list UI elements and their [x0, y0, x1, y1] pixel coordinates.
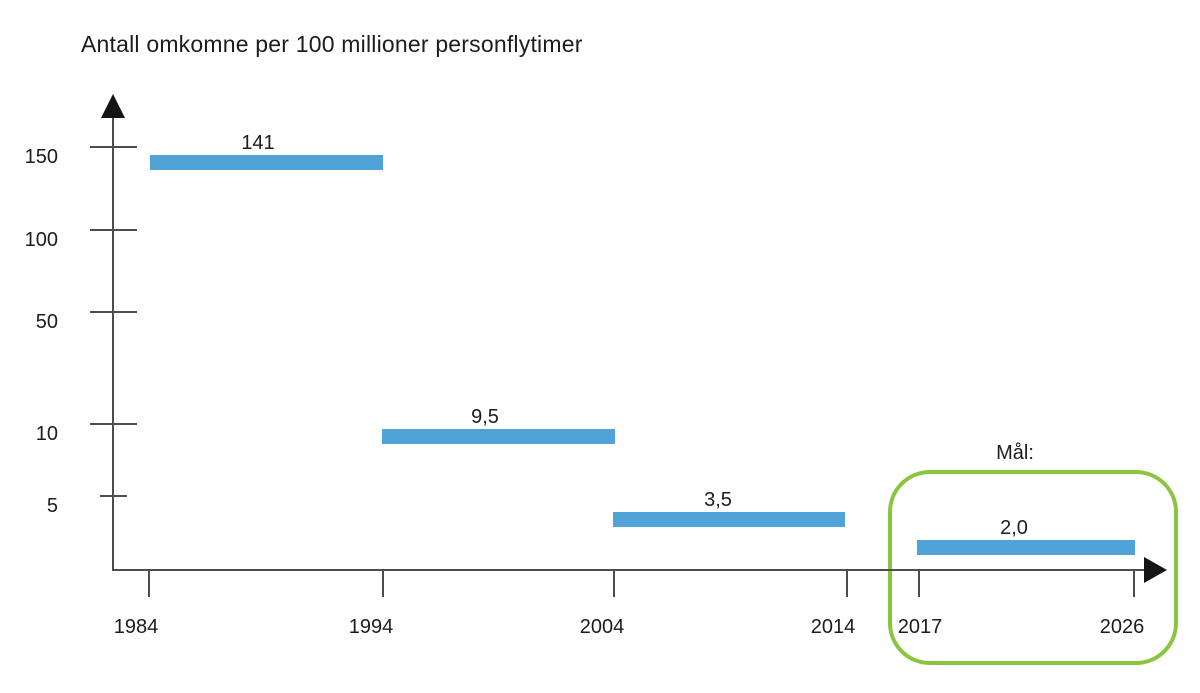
- bar: [613, 512, 845, 527]
- y-axis-arrow-icon: [101, 94, 125, 118]
- y-axis-line: [112, 100, 114, 570]
- chart-title: Antall omkomne per 100 millioner personf…: [81, 31, 583, 57]
- y-axis-tick: [90, 146, 137, 148]
- x-axis-tick: [148, 570, 150, 597]
- x-axis-tick: [918, 570, 920, 597]
- y-axis-tick-label: 5: [46, 495, 58, 517]
- x-axis-tick: [613, 570, 615, 597]
- y-axis-tick: [90, 229, 137, 231]
- x-axis-tick-label: 2014: [810, 616, 856, 638]
- bar: [382, 429, 615, 444]
- x-axis-tick-label: 1984: [113, 616, 159, 638]
- x-axis-tick: [1133, 570, 1135, 597]
- y-axis-tick: [90, 311, 137, 313]
- y-axis-tick-label: 150: [24, 146, 58, 168]
- y-axis-tick-label: 100: [24, 229, 58, 251]
- bar-value-label: 3,5: [704, 489, 732, 511]
- bar-value-label: 2,0: [1000, 517, 1028, 539]
- y-axis-tick: [90, 423, 137, 425]
- x-axis-tick-label: 2004: [579, 616, 625, 638]
- x-axis-tick: [846, 570, 848, 597]
- bar: [150, 155, 383, 170]
- bar-value-label: 141: [241, 132, 275, 154]
- goal-annotation-label: Mål:: [996, 442, 1034, 464]
- x-axis-line: [112, 569, 1147, 571]
- x-axis-arrow-icon: [1144, 557, 1167, 583]
- bar-value-label: 9,5: [471, 406, 499, 428]
- y-axis-tick: [100, 495, 127, 497]
- x-axis-tick-label: 1994: [348, 616, 394, 638]
- x-axis-tick-label: 2017: [897, 616, 943, 638]
- bar: [917, 540, 1135, 555]
- y-axis-tick-label: 10: [35, 423, 58, 445]
- x-axis-tick: [382, 570, 384, 597]
- y-axis-tick-label: 50: [35, 311, 58, 333]
- x-axis-tick-label: 2026: [1099, 616, 1145, 638]
- goal-annotation-box: [888, 470, 1178, 665]
